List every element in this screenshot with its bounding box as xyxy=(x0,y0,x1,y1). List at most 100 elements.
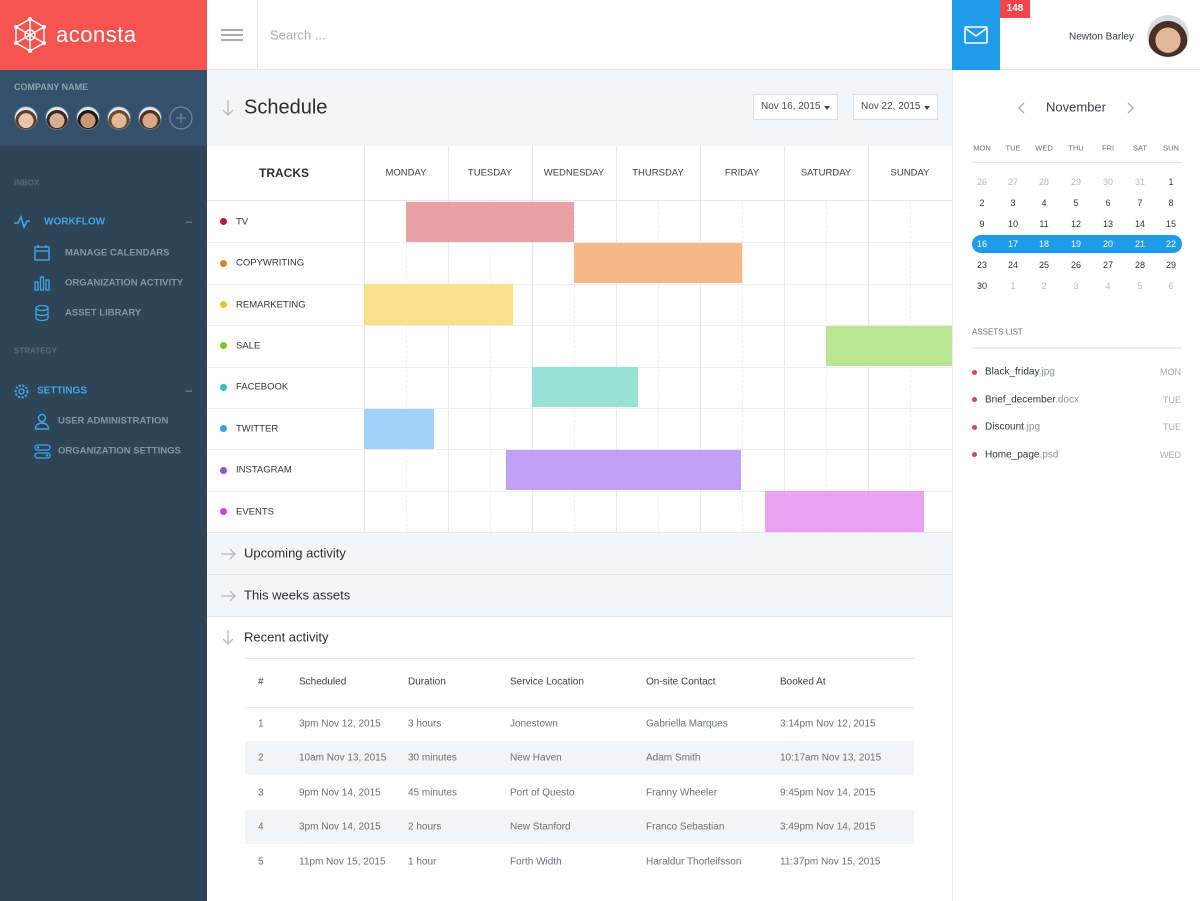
calendar-day[interactable]: 15 xyxy=(1165,218,1177,229)
calendar-day[interactable]: 14 xyxy=(1134,218,1146,229)
calendar-day[interactable]: 20 xyxy=(1102,239,1114,250)
section-header[interactable] xyxy=(207,616,952,658)
collapse-arrow[interactable] xyxy=(222,630,234,645)
track-label[interactable]: REMARKETING xyxy=(236,299,306,310)
asset-item[interactable]: Discount.jpg xyxy=(985,422,1040,433)
nav-item[interactable]: MANAGE CALENDARS xyxy=(65,247,170,259)
calendar-day[interactable]: 10 xyxy=(1007,218,1019,229)
track-label[interactable]: COPYWRITING xyxy=(236,257,305,269)
calendar-day[interactable]: 26 xyxy=(976,177,988,187)
calendar-day[interactable]: 30 xyxy=(976,281,988,291)
calendar-day[interactable]: 2 xyxy=(979,197,985,208)
schedule-bar[interactable] xyxy=(826,325,952,367)
calendar-day[interactable]: 5 xyxy=(1137,281,1143,291)
calendar-day[interactable]: 22 xyxy=(1165,239,1177,250)
track-label[interactable]: INSTAGRAM xyxy=(236,464,292,476)
calendar-day[interactable]: 28 xyxy=(1038,177,1050,187)
asset-dot xyxy=(972,397,977,402)
calendar-day[interactable]: 4 xyxy=(1041,197,1047,208)
calendar-day[interactable]: 12 xyxy=(1070,218,1082,229)
date-select[interactable]: Nov 16, 2015 xyxy=(753,94,838,120)
menu-button[interactable] xyxy=(207,0,258,69)
section-header[interactable] xyxy=(207,574,952,616)
date-select-value: Nov 16, 2015 xyxy=(761,101,821,112)
team-avatar[interactable] xyxy=(138,106,162,130)
calendar-day[interactable]: 4 xyxy=(1105,281,1111,291)
track-label[interactable]: SALE xyxy=(236,340,261,352)
calendar-day[interactable]: 21 xyxy=(1134,239,1146,250)
calendar-day[interactable]: 27 xyxy=(1007,177,1019,187)
calendar-day[interactable]: 3 xyxy=(1073,281,1079,291)
nav-group-title[interactable]: SETTINGS xyxy=(37,385,88,397)
calendar-day[interactable]: 5 xyxy=(1073,197,1079,208)
nav-item[interactable]: ORGANIZATION ACTIVITY xyxy=(65,277,184,289)
track-label[interactable]: TV xyxy=(236,216,249,228)
add-member[interactable] xyxy=(169,106,193,130)
calendar-day[interactable]: 29 xyxy=(1070,177,1082,187)
calendar-day[interactable]: 28 xyxy=(1134,260,1146,271)
calendar-day[interactable]: 27 xyxy=(1102,260,1114,271)
calendar-day[interactable]: 8 xyxy=(1168,197,1174,208)
calendar-day[interactable]: 7 xyxy=(1137,197,1143,208)
nav-group-toggle[interactable]: – xyxy=(185,385,192,397)
calendar-day[interactable]: 6 xyxy=(1168,281,1174,291)
track-label[interactable]: EVENTS xyxy=(236,506,275,517)
nav-item[interactable]: ORGANIZATION SETTINGS xyxy=(58,445,181,457)
nav-group-title[interactable]: WORKFLOW xyxy=(44,216,106,228)
nav-item[interactable]: USER ADMINISTRATION xyxy=(58,415,169,427)
calendar-day[interactable]: 26 xyxy=(1070,260,1082,271)
calendar-day[interactable]: 16 xyxy=(976,239,988,250)
calendar-day[interactable]: 3 xyxy=(1010,197,1016,208)
calendar-day[interactable]: 11 xyxy=(1039,218,1049,229)
nav-item[interactable]: ASSET LIBRARY xyxy=(65,307,142,319)
team-avatar[interactable] xyxy=(107,106,131,130)
calendar-day[interactable]: 17 xyxy=(1007,239,1019,250)
calendar-day[interactable]: 1 xyxy=(1010,281,1016,291)
schedule-bar[interactable] xyxy=(364,408,434,449)
asset-item[interactable]: Home_page.psd xyxy=(985,449,1058,460)
selected-week[interactable] xyxy=(972,235,1182,254)
team-avatar[interactable] xyxy=(14,106,38,130)
next-month[interactable] xyxy=(1127,101,1135,114)
user-avatar[interactable] xyxy=(1147,15,1189,57)
logo-block[interactable] xyxy=(0,0,207,70)
expand-arrow[interactable] xyxy=(221,589,236,602)
calendar-day[interactable]: 9 xyxy=(979,218,985,229)
calendar-day[interactable]: 30 xyxy=(1102,177,1114,187)
section-title: Upcoming activity xyxy=(244,545,346,561)
schedule-bar[interactable] xyxy=(764,491,925,532)
track-label[interactable]: TWITTER xyxy=(236,423,279,435)
calendar-day[interactable]: 18 xyxy=(1038,239,1050,250)
calendar-day[interactable]: 2 xyxy=(1041,281,1047,291)
calendar-day[interactable]: 13 xyxy=(1102,218,1114,229)
schedule-bar[interactable] xyxy=(406,201,574,242)
calendar-day[interactable]: 24 xyxy=(1007,260,1019,271)
user-name[interactable]: Newton Barley xyxy=(1068,31,1134,43)
search-input[interactable]: Search ... xyxy=(270,27,326,43)
mail-button[interactable] xyxy=(952,0,1000,70)
nav-group-toggle[interactable]: – xyxy=(185,216,192,228)
date-select[interactable]: Nov 22, 2015 xyxy=(853,94,938,120)
schedule-bar[interactable] xyxy=(505,449,742,491)
team-avatar[interactable] xyxy=(76,106,100,130)
track-label[interactable]: FACEBOOK xyxy=(236,381,289,393)
calendar-day[interactable]: 6 xyxy=(1105,197,1111,208)
expand-arrow[interactable] xyxy=(221,547,236,560)
section-header[interactable] xyxy=(207,532,952,574)
mail-badge[interactable]: 148 xyxy=(1000,0,1030,18)
collapse-arrow[interactable] xyxy=(222,100,234,116)
asset-item[interactable]: Black_friday.jpg xyxy=(985,367,1055,378)
calendar-day[interactable]: 25 xyxy=(1038,260,1050,271)
asset-extension: .jpg xyxy=(1023,421,1041,433)
calendar-day[interactable]: 23 xyxy=(976,260,988,271)
schedule-bar[interactable] xyxy=(574,242,742,284)
schedule-bar[interactable] xyxy=(532,367,638,408)
team-avatar[interactable] xyxy=(45,106,69,130)
calendar-day[interactable]: 19 xyxy=(1070,239,1082,250)
prev-month[interactable] xyxy=(1017,101,1025,114)
schedule-bar[interactable] xyxy=(364,284,513,325)
calendar-day[interactable]: 1 xyxy=(1168,177,1174,187)
asset-item[interactable]: Brief_december.docx xyxy=(985,394,1079,405)
calendar-day[interactable]: 29 xyxy=(1165,260,1177,271)
calendar-day[interactable]: 31 xyxy=(1134,177,1146,187)
